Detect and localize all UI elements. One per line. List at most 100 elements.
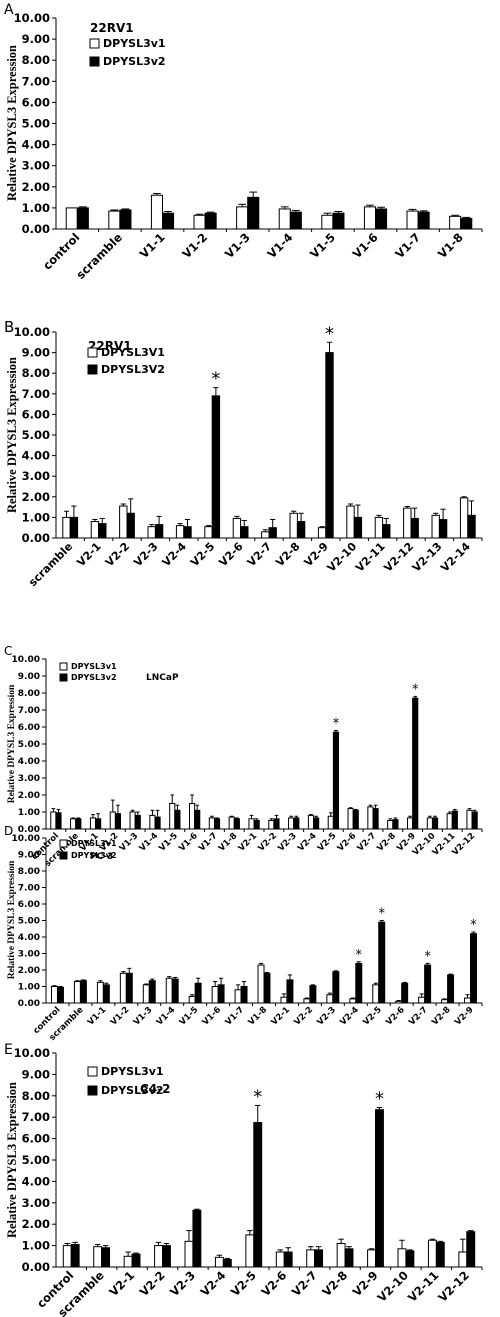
bar-v1 [363, 206, 377, 230]
bar-v2 [162, 212, 175, 230]
significance-star: * [211, 369, 220, 390]
bar-v2 [401, 982, 409, 1004]
bar-v2 [263, 972, 271, 1004]
legend-swatch [87, 1066, 98, 1077]
bar-v1 [441, 999, 449, 1004]
bar-v1 [427, 1239, 437, 1268]
bar-v2 [148, 980, 156, 1004]
bar-v2 [98, 523, 107, 539]
bar-v2 [296, 521, 306, 539]
bar-v2 [332, 731, 340, 830]
legend-swatch [59, 673, 68, 682]
bar-v1 [397, 1248, 407, 1268]
significance-star: * [470, 918, 477, 933]
bar-v1 [129, 811, 136, 830]
bar-v1 [154, 1245, 164, 1268]
y-tick-label: 10.00 [14, 1046, 50, 1060]
bar-v1 [93, 1246, 103, 1268]
panel-letter: E [4, 1042, 13, 1058]
x-tick-label: V2-8 [319, 1268, 350, 1299]
bar-v1 [228, 816, 235, 830]
significance-star: * [356, 948, 363, 963]
x-tick-label: V2-9 [453, 1005, 476, 1028]
bar-v1 [459, 497, 469, 539]
bar-v1 [336, 1242, 346, 1268]
bar-v1 [70, 818, 77, 830]
cell-line-label: PC-3 [90, 852, 113, 862]
bar-v1 [349, 998, 357, 1004]
x-tick-label: V2-7 [245, 540, 274, 569]
x-tick-label: V1-5 [157, 831, 180, 854]
x-tick-label: V2-4 [160, 540, 190, 570]
bar-v1 [346, 505, 355, 539]
bar-v1 [367, 806, 374, 830]
legend-swatch [87, 347, 98, 358]
bar-v1 [65, 207, 78, 230]
y-tick-label: 10.00 [12, 834, 40, 844]
y-tick-label: 7.00 [22, 387, 50, 401]
bar-v2 [313, 817, 320, 830]
legend-swatch [59, 662, 68, 671]
x-tick-label: V1-5 [178, 1005, 201, 1028]
x-tick-label: V1-1 [137, 230, 168, 261]
legend-entry: DPYSL3v1 [101, 1065, 164, 1078]
panel-letter: B [4, 318, 14, 336]
x-tick-label: V2-12 [381, 540, 416, 575]
bar-v2 [293, 817, 300, 830]
bar-v1 [317, 527, 327, 539]
y-tick-label: 7.00 [22, 74, 50, 88]
bar-v2 [378, 921, 386, 1004]
bar-v2 [171, 978, 179, 1004]
bar-v1 [234, 989, 242, 1004]
x-tick-label: V2-12 [450, 831, 477, 858]
y-tick-label: 8.00 [22, 1089, 50, 1103]
x-tick-label: V2-6 [384, 1005, 407, 1028]
y-tick-label: 5.00 [22, 117, 50, 131]
bar-v1 [96, 981, 104, 1004]
bar-v1 [109, 811, 116, 830]
bar-v1 [306, 1249, 316, 1268]
y-tick-label: 3.00 [22, 469, 50, 483]
bar-v1 [261, 531, 270, 539]
significance-star: * [253, 1086, 262, 1107]
x-tick-label: V1-7 [392, 230, 423, 261]
bar-v2 [194, 809, 201, 830]
x-tick-label: V2-2 [137, 1268, 168, 1299]
bar-v2 [372, 808, 379, 830]
x-tick-label: V2-3 [315, 1005, 338, 1028]
bar-v2 [438, 518, 448, 539]
y-tick-label: 0.00 [22, 222, 50, 236]
bar-v1 [73, 981, 81, 1004]
bar-v2 [471, 811, 478, 830]
bar-v2 [375, 1109, 384, 1268]
y-tick-label: 6.00 [18, 723, 40, 733]
bar-v1 [123, 1255, 133, 1268]
x-tick-label: V2-1 [106, 1268, 137, 1299]
bar-v1 [150, 194, 163, 230]
cell-line-label: C4-2 [140, 1082, 171, 1096]
bar-v2 [353, 516, 363, 539]
y-tick-label: 4.00 [18, 933, 40, 943]
x-tick-label: V1-7 [224, 1005, 247, 1028]
bar-v1 [208, 817, 215, 830]
x-tick-label: V2-3 [167, 1268, 198, 1299]
x-tick-label: V1-5 [307, 230, 338, 261]
bar-v2 [211, 395, 221, 539]
bar-v1 [372, 984, 380, 1004]
x-tick-label: V1-2 [179, 230, 210, 261]
y-tick-label: 9.00 [22, 346, 50, 360]
y-tick-label: 8.00 [22, 53, 50, 67]
legend-entry: DPYSL3v1 [71, 662, 117, 671]
x-tick-label: scramble [73, 230, 125, 282]
x-tick-label: V2-13 [410, 540, 445, 575]
y-tick-label: 0.00 [22, 1260, 50, 1274]
bar-v2 [410, 517, 419, 539]
bar-v2 [352, 809, 359, 830]
x-tick-label: V1-1 [86, 1005, 109, 1028]
x-tick-label: V2-5 [228, 1268, 259, 1299]
x-tick-label: V1-4 [138, 831, 161, 854]
y-tick-label: 9.00 [22, 1067, 50, 1081]
bar-v1 [142, 984, 150, 1004]
x-tick-label: V1-3 [222, 230, 253, 261]
bar-v2 [466, 1231, 476, 1268]
